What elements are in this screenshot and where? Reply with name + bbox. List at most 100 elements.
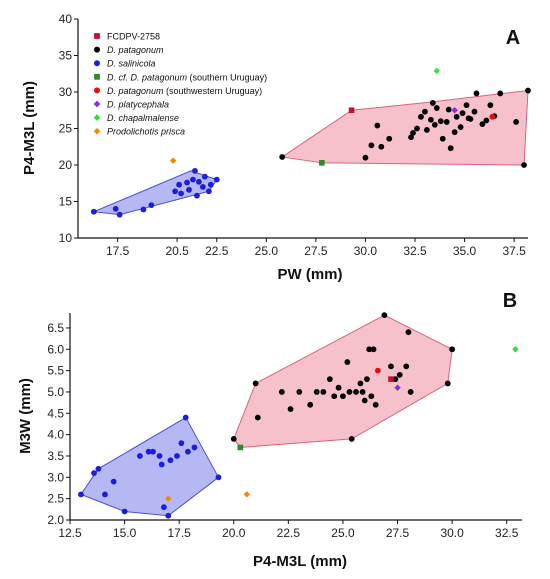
data-point-salinicola — [190, 176, 196, 183]
data-point-salinicola — [196, 178, 202, 185]
x-tick-label: 27.5 — [304, 244, 328, 258]
x-tick-label: 37.5 — [502, 244, 526, 258]
data-point-salinicola — [194, 192, 200, 199]
data-point-patagonum — [344, 359, 351, 365]
data-point-patagonum — [449, 346, 456, 353]
legend-italic: D. patagonum — [107, 45, 164, 55]
data-point-patagonum — [278, 389, 285, 395]
data-point-salinicola — [182, 414, 189, 421]
x-tick-label: 27.5 — [386, 526, 410, 540]
data-point-patagonum — [427, 116, 434, 123]
legend-suffix: (southern Uruguay) — [187, 72, 267, 82]
data-point-patagonum — [405, 329, 412, 336]
y-tick-label: 40 — [59, 12, 73, 26]
data-point-patagonum — [473, 90, 480, 97]
data-point-patagonum — [348, 436, 355, 442]
data-point-patagonum — [230, 436, 237, 442]
legend-text: FCDPV-2758 — [107, 32, 160, 42]
data-point-sw_uruguay — [374, 367, 381, 374]
y-axis-title: P4-M3L (mm) — [21, 81, 38, 175]
legend-marker-prisca — [93, 127, 101, 135]
x-tick-label: 20.5 — [165, 244, 189, 258]
data-point-patagonum — [418, 113, 424, 120]
x-tick-label: 32.5 — [495, 526, 519, 540]
data-point-patagonum — [445, 106, 452, 113]
data-point-salinicola — [178, 190, 184, 197]
data-point-patagonum — [372, 401, 379, 408]
data-point-patagonum — [471, 108, 478, 115]
data-point-salinicola — [178, 440, 185, 447]
data-point-patagonum — [396, 371, 403, 378]
y-tick-label: 5.0 — [47, 385, 64, 399]
y-axis-title: M3W (mm) — [17, 378, 34, 454]
data-point-patagonum — [437, 118, 444, 125]
data-point-chapalmalense — [512, 346, 519, 353]
legend-marker-cf_patagonum — [94, 73, 100, 80]
data-point-patagonum — [386, 135, 393, 142]
data-point-patagonum — [340, 393, 346, 400]
data-point-patagonum — [459, 110, 466, 117]
data-point-salinicola — [112, 205, 119, 212]
data-point-salinicola — [95, 465, 102, 472]
data-point-patagonum — [279, 154, 286, 160]
data-point-salinicola — [121, 508, 128, 515]
y-tick-label: 35 — [59, 49, 73, 63]
data-point-patagonum — [483, 117, 490, 124]
y-tick-label: 5.5 — [47, 364, 64, 378]
legend-italic: D. platycephala — [107, 100, 169, 110]
legend-entry-platycephala: D. platycephala — [107, 100, 169, 110]
data-point-patagonum — [368, 393, 375, 400]
legend-marker-patagonum — [94, 46, 100, 53]
x-tick-label: 20.0 — [222, 526, 246, 540]
data-point-salinicola — [110, 478, 117, 485]
y-tick-label: 4.5 — [47, 406, 64, 420]
data-point-patagonum — [521, 162, 527, 168]
y-tick-label: 3.0 — [47, 470, 64, 484]
legend-italic: D. patagonum — [107, 86, 164, 96]
x-axis-title: PW (mm) — [278, 266, 343, 283]
legend-italic: D. cf. D. patagonum — [107, 72, 188, 82]
data-point-salinicola — [192, 167, 198, 174]
legend-marker-fcdpv — [94, 33, 100, 39]
data-point-patagonum — [296, 389, 303, 395]
data-point-salinicola — [186, 186, 192, 193]
data-point-salinicola — [160, 504, 167, 511]
y-tick-label: 2.0 — [47, 513, 64, 527]
data-point-patagonum — [370, 346, 377, 353]
data-point-patagonum — [433, 105, 440, 111]
data-point-patagonum — [378, 143, 385, 150]
data-point-patagonum — [357, 380, 364, 387]
data-point-salinicola — [172, 188, 179, 195]
data-point-patagonum — [353, 389, 359, 395]
data-point-patagonum — [439, 135, 446, 142]
data-point-patagonum — [368, 142, 375, 149]
x-tick-label: 30.0 — [354, 244, 378, 258]
x-tick-label: 30.0 — [440, 526, 464, 540]
data-point-patagonum — [403, 363, 410, 370]
legend-suffix: (southwestern Uruguay) — [164, 86, 263, 96]
data-point-patagonum — [362, 154, 369, 161]
data-point-patagonum — [361, 397, 368, 404]
data-point-cf_patagonum — [319, 160, 325, 166]
data-point-patagonum — [320, 389, 327, 395]
data-point-patagonum — [457, 124, 464, 130]
data-point-patagonum — [252, 380, 259, 387]
data-point-patagonum — [287, 406, 294, 412]
data-point-salinicola — [201, 173, 208, 180]
hull-patagonum — [233, 314, 453, 448]
data-point-patagonum — [431, 121, 438, 128]
data-point-salinicola — [199, 184, 206, 190]
data-point-patagonum — [513, 119, 520, 125]
y-tick-label: 25 — [59, 122, 73, 136]
data-point-fcdpv — [348, 107, 355, 114]
y-tick-label: 6.5 — [47, 321, 64, 335]
x-axis-title: P4-M3L (mm) — [253, 553, 347, 570]
legend-entry-chapalmalense: D. chapalmalense — [107, 113, 179, 123]
data-point-salinicola — [174, 453, 180, 459]
data-point-salinicola — [140, 206, 147, 213]
data-point-salinicola — [207, 181, 214, 188]
data-point-patagonum — [331, 393, 338, 400]
data-point-patagonum — [487, 102, 494, 109]
data-point-patagonum — [467, 116, 474, 122]
data-point-patagonum — [479, 121, 486, 128]
